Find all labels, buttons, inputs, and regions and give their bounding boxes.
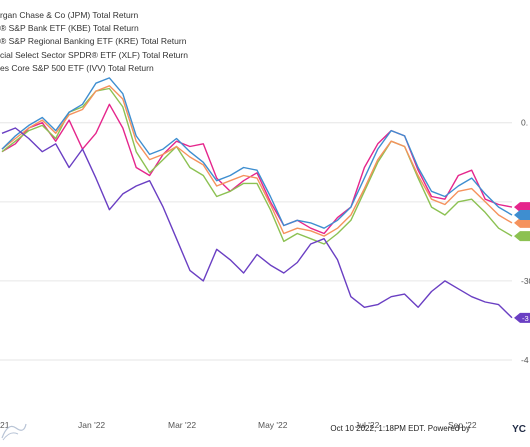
series-line-xlf — [1, 87, 513, 245]
x-tick-label-1: Jan '22 — [78, 420, 105, 430]
y-tick-label-2: -4 — [521, 355, 529, 365]
end-label-jpm: -3 — [522, 314, 529, 323]
logo-watermark-icon — [0, 418, 28, 442]
y-tick-label-1: -30 — [521, 276, 530, 286]
end-marker-ivv — [514, 202, 530, 213]
series-line-kre — [1, 85, 513, 237]
legend-label-ivv: es Core S&P 500 ETF (IVV) Total Return — [0, 62, 154, 73]
brand-logo[interactable]: YC — [512, 424, 526, 435]
footer-timestamp: Oct 10 2022, 1:18PM EDT. Powered by — [330, 424, 470, 433]
x-tick-label-3: May '22 — [258, 420, 288, 430]
x-tick-label-2: Mar '22 — [168, 420, 196, 430]
legend-item-kbe[interactable]: ® S&P Bank ETF (KBE) Total Return — [0, 22, 188, 35]
legend-item-ivv[interactable]: es Core S&P 500 ETF (IVV) Total Return — [0, 62, 188, 75]
legend-label-kre: ® S&P Regional Banking ETF (KRE) Total R… — [0, 36, 187, 47]
end-marker-kbe — [514, 210, 530, 220]
series-line-jpm — [1, 127, 513, 319]
legend-item-kre[interactable]: ® S&P Regional Banking ETF (KRE) Total R… — [0, 35, 188, 48]
x-tick-label-4: Jul '22 — [355, 420, 380, 430]
end-marker-xlf — [514, 231, 530, 242]
x-tick-label-0: 21 — [0, 420, 10, 430]
y-tick-label-0: 0. — [521, 118, 528, 128]
end-marker-jpm — [514, 312, 530, 323]
legend-label-jpm: rgan Chase & Co (JPM) Total Return — [0, 10, 139, 20]
end-marker-kre — [514, 217, 530, 228]
x-tick-label-5: Sep '22 — [448, 420, 477, 430]
series-line-ivv — [1, 103, 513, 235]
legend-label-kbe: ® S&P Bank ETF (KBE) Total Return — [0, 23, 139, 34]
legend-label-xlf: cial Select Sector SPDR® ETF (XLF) Total… — [0, 49, 188, 60]
legend-item-jpm[interactable]: rgan Chase & Co (JPM) Total Return — [0, 9, 188, 22]
series-line-kbe — [1, 77, 513, 229]
chart-legend: rgan Chase & Co (JPM) Total Return ® S&P… — [0, 9, 188, 75]
legend-item-xlf[interactable]: cial Select Sector SPDR® ETF (XLF) Total… — [0, 49, 188, 62]
